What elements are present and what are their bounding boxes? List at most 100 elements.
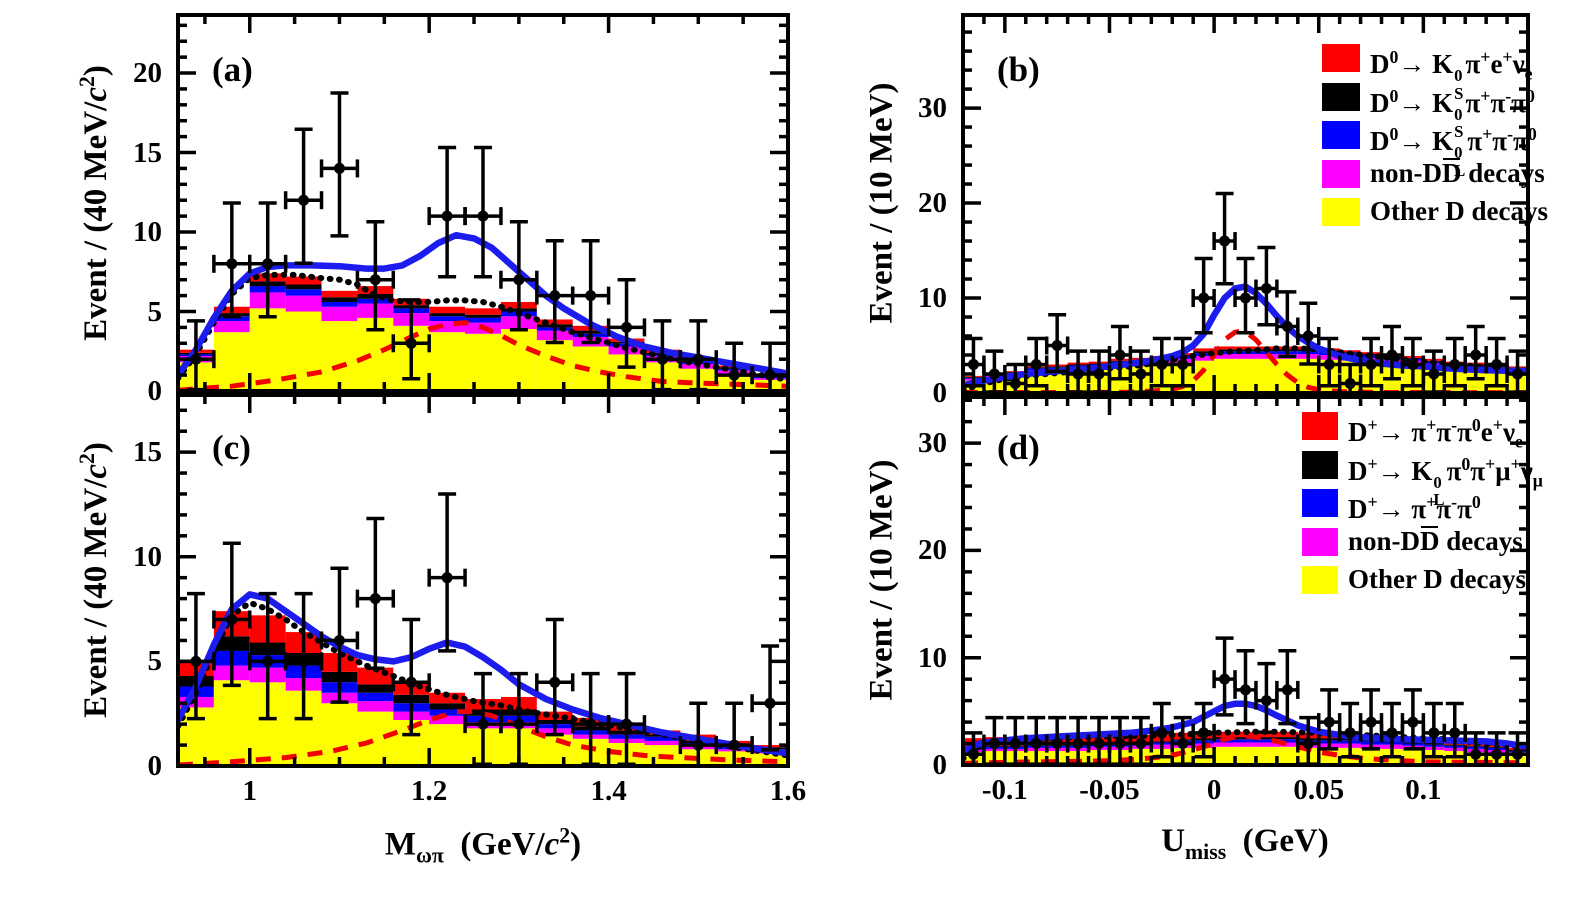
data-marker: [1281, 321, 1293, 333]
panel-c-x-tick-1: 1: [242, 775, 258, 807]
data-marker: [1407, 716, 1419, 728]
data-marker: [369, 593, 381, 605]
data-marker: [967, 359, 979, 371]
data-point: [248, 591, 288, 721]
panel-c-y-tick-0: 0: [147, 750, 163, 782]
stack-bar: [1193, 360, 1215, 393]
stack-bar: [357, 701, 394, 712]
legend-d-label-0: D+→ π+π-π0e+νe: [1348, 415, 1523, 452]
stack-bar: [429, 715, 466, 725]
stack-bar: [1235, 739, 1256, 743]
data-marker: [988, 368, 1000, 380]
stack-bar: [1235, 354, 1256, 359]
data-point: [1212, 191, 1237, 286]
data-marker: [1051, 340, 1063, 352]
data-point: [1149, 336, 1175, 388]
stack-bar: [357, 711, 394, 766]
panel-letter-d: (d): [997, 428, 1040, 467]
x-axis-title-right: Umiss (GeV): [1161, 823, 1329, 864]
legend-d-swatch-0: [1302, 412, 1338, 440]
data-point: [1337, 701, 1363, 759]
panel-c-ticks: [178, 395, 788, 766]
stack-bar: [321, 301, 358, 307]
data-marker: [1491, 359, 1503, 371]
data-marker: [728, 369, 740, 381]
data-marker: [692, 739, 704, 751]
stack-bar: [321, 703, 358, 766]
stack-bar: [1214, 731, 1236, 738]
legend-d-swatch-1: [1302, 450, 1338, 479]
data-point: [1337, 362, 1363, 393]
data-marker: [1009, 738, 1021, 750]
panel-a-y-tick-10: 10: [133, 216, 162, 248]
data-marker: [1009, 378, 1021, 390]
data-marker: [1407, 359, 1419, 371]
data-marker: [656, 353, 668, 365]
stack-bar: [1255, 354, 1277, 359]
data-point: [355, 516, 396, 670]
data-marker: [1198, 292, 1210, 304]
legend-d-label-4: Other D decays: [1348, 564, 1526, 594]
data-marker: [1093, 368, 1105, 380]
data-marker: [513, 274, 525, 286]
panel-c-y-tick-5: 5: [147, 645, 163, 678]
signal-dashed-curve: [178, 320, 788, 391]
stack-bar: [1214, 354, 1236, 359]
stack-bar: [321, 297, 358, 302]
panel-a-y-tick-5: 5: [147, 295, 163, 328]
stack-bar: [357, 684, 394, 693]
data-point: [427, 492, 467, 653]
panel-c-x-tick-1.4: 1.4: [590, 775, 627, 807]
stack-bar: [1255, 351, 1277, 355]
data-marker: [692, 353, 704, 365]
data-marker: [549, 676, 561, 688]
data-marker: [190, 353, 202, 365]
data-marker: [1219, 235, 1231, 247]
data-marker: [1365, 716, 1377, 728]
panel-c-x-tick-1.6: 1.6: [769, 775, 807, 807]
stack-bar: [357, 692, 394, 702]
panel-d-ticks: [963, 397, 1528, 765]
data-point: [1296, 301, 1321, 366]
data-marker: [1323, 716, 1335, 728]
signal-dashed-curve: [963, 328, 1528, 393]
data-marker: [1260, 695, 1272, 707]
stack-bar: [1193, 355, 1215, 361]
data-point: [1463, 324, 1488, 381]
data-marker: [764, 697, 776, 709]
data-marker: [262, 258, 274, 270]
legend-d-swatch-2: [1302, 489, 1338, 517]
data-marker: [1177, 359, 1189, 371]
data-point: [283, 591, 324, 721]
data-point: [1191, 701, 1216, 759]
data-marker: [405, 676, 417, 688]
stack-bar: [465, 314, 501, 318]
data-point: [1254, 245, 1279, 327]
stack-bar: [285, 289, 322, 296]
stack-bar: [429, 703, 466, 710]
data-marker: [1219, 673, 1231, 685]
data-point: [499, 219, 539, 332]
stack-bar: [213, 680, 250, 766]
data-point: [427, 145, 467, 279]
panel-b-y-tick-0: 0: [932, 377, 948, 409]
data-point: [1316, 336, 1342, 388]
data-marker: [1156, 359, 1168, 371]
data-point: [1024, 336, 1049, 388]
data-marker: [1072, 738, 1084, 750]
data-marker: [1114, 738, 1126, 750]
data-point: [283, 127, 324, 265]
data-point: [1484, 336, 1509, 388]
data-marker: [1093, 738, 1105, 750]
data-point: [1170, 336, 1195, 388]
stack-bar: [321, 321, 358, 391]
stack-bar: [1214, 746, 1236, 765]
data-marker: [298, 655, 310, 667]
data-point: [355, 219, 396, 332]
legend-b-swatch-3: [1322, 159, 1360, 188]
data-marker: [549, 290, 561, 302]
data-marker: [1281, 684, 1293, 696]
